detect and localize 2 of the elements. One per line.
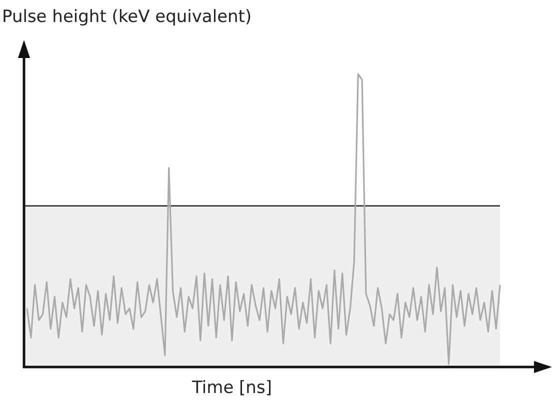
x-axis-title: Time [ns] (191, 378, 272, 398)
y-axis-title: Pulse height (keV equivalent) (2, 7, 252, 27)
